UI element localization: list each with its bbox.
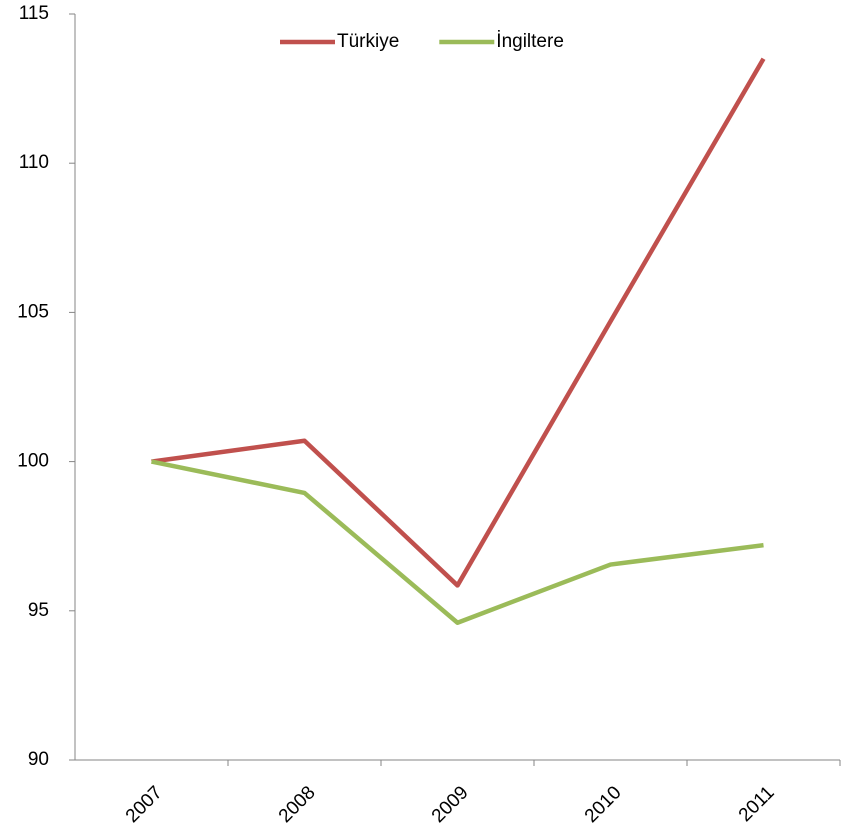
legend-label: Türkiye xyxy=(337,31,399,52)
series-line xyxy=(151,459,764,625)
x-tick-label: 2007 xyxy=(122,782,167,827)
y-tick-label: 90 xyxy=(28,749,49,770)
y-tick-label: 105 xyxy=(17,301,49,322)
x-tick-label: 2008 xyxy=(275,782,320,827)
legend-label: İngiltere xyxy=(496,31,564,52)
x-tick-label: 2010 xyxy=(581,782,626,827)
x-tick-label: 2011 xyxy=(735,782,779,826)
y-tick-label: 110 xyxy=(19,152,49,173)
y-tick-label: 115 xyxy=(19,3,49,24)
y-tick-label: 100 xyxy=(17,451,49,472)
x-tick-label: 2009 xyxy=(428,782,473,827)
series-line xyxy=(151,57,766,588)
y-tick-label: 95 xyxy=(28,600,49,621)
